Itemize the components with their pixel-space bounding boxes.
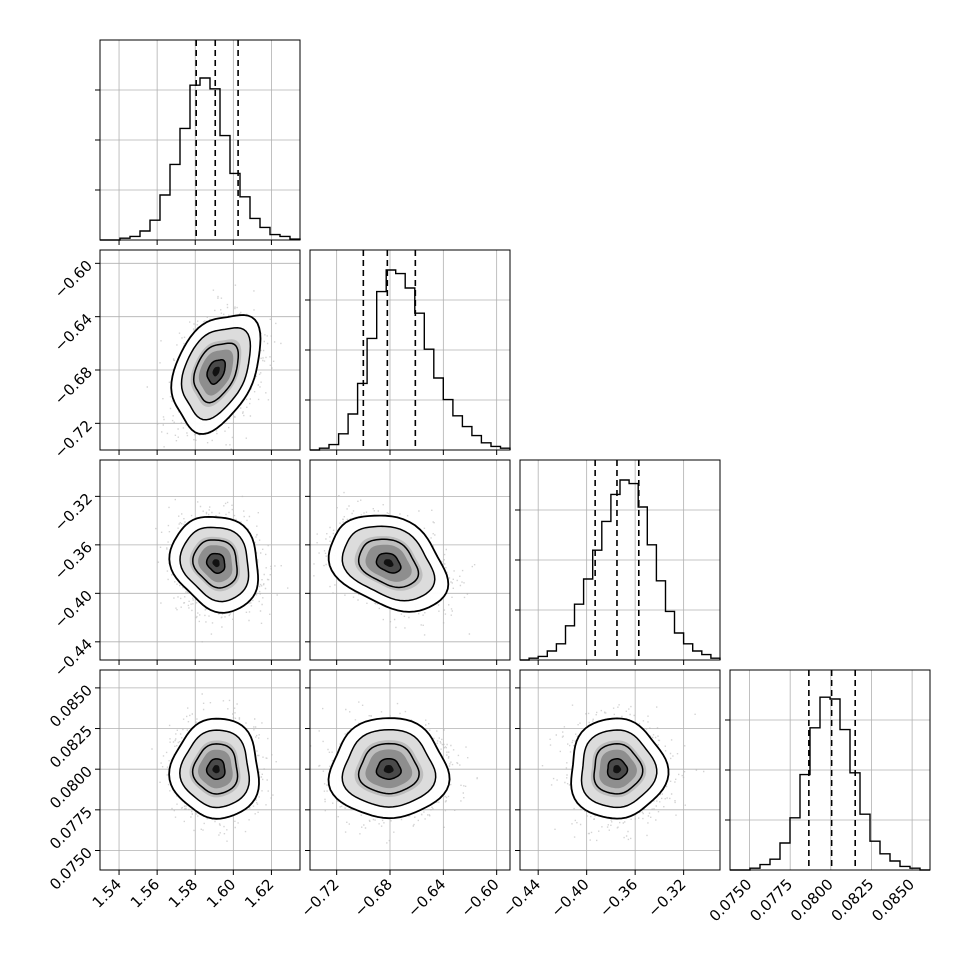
x-tick-label: −0.64 — [404, 875, 449, 920]
density-level-6 — [613, 765, 622, 774]
density-level-6 — [383, 765, 394, 774]
y-tick-label: −0.32 — [51, 490, 96, 535]
density-level-6 — [212, 366, 220, 377]
panel-content — [146, 284, 282, 450]
panel-content — [313, 491, 476, 636]
contour-1 — [168, 717, 260, 820]
scatter-panel-3-1 — [95, 459, 301, 665]
panel-content — [541, 704, 705, 842]
contour-1 — [570, 717, 670, 820]
contour-1 — [168, 515, 260, 614]
x-tick-label: 0.0825 — [828, 875, 878, 925]
y-tick-label: −0.36 — [51, 538, 96, 583]
contour-4 — [606, 758, 629, 781]
x-tick-label: 0.0750 — [706, 875, 756, 925]
diag-panel-2 — [305, 249, 511, 455]
contour-3 — [357, 742, 420, 795]
y-tick-label: 0.0750 — [46, 844, 96, 894]
x-tick-label: −0.68 — [351, 875, 396, 920]
y-tick-label: −0.44 — [51, 635, 96, 680]
contour-2 — [341, 728, 437, 808]
y-tick-label: −0.68 — [51, 363, 96, 408]
diag-panel-3 — [515, 459, 721, 665]
y-tick-label: −0.40 — [51, 587, 96, 632]
x-tick-label: 1.56 — [127, 875, 163, 911]
contour-4 — [375, 552, 402, 574]
x-tick-label: −0.72 — [297, 875, 342, 920]
x-tick-label: −0.44 — [499, 875, 544, 920]
panel-content — [151, 693, 277, 842]
histogram-1 — [100, 77, 301, 241]
contour-4 — [375, 757, 402, 780]
density-level-6 — [212, 765, 220, 774]
contour-2 — [180, 327, 252, 421]
x-tick-label: 1.54 — [89, 875, 125, 911]
x-tick-label: 0.0775 — [746, 875, 796, 925]
contour-1 — [327, 717, 451, 820]
panel-frame — [309, 459, 511, 661]
x-tick-label: −0.60 — [457, 875, 502, 920]
contour-4 — [205, 758, 226, 781]
contour-2 — [341, 525, 436, 602]
y-tick-label: −0.72 — [51, 417, 96, 462]
density-level-6 — [212, 559, 220, 568]
contour-3 — [357, 538, 420, 589]
x-tick-label: 0.0800 — [787, 875, 837, 925]
scatter-panel-3-2 — [305, 459, 511, 665]
panel-content — [310, 701, 478, 844]
x-tick-label: 1.60 — [203, 875, 239, 911]
x-axis-labels-3: −0.44 −0.40 −0.36 −0.32 — [499, 875, 690, 920]
y-tick-label: −0.64 — [51, 310, 96, 355]
x-tick-label: 0.0850 — [868, 875, 918, 925]
panel-frame — [99, 459, 301, 661]
panel-content — [155, 495, 289, 643]
density-level-6 — [383, 559, 394, 567]
histogram-4 — [730, 696, 930, 871]
scatter-panel-4-1 — [95, 669, 301, 875]
contour-1 — [170, 314, 262, 435]
histogram-2 — [310, 269, 511, 451]
y-tick-label: 0.0800 — [46, 762, 96, 812]
scatter-panel-4-2 — [305, 669, 511, 875]
contour-2 — [179, 729, 251, 809]
panel-frame — [99, 669, 301, 871]
contour-1 — [327, 514, 450, 613]
y-axis-labels-2: −0.72 −0.68 −0.64 −0.60 — [51, 257, 96, 462]
y-axis-labels-3: −0.44−0.40−0.36−0.32 — [51, 490, 96, 681]
contour-4 — [205, 552, 226, 574]
panel-frame — [99, 249, 301, 451]
x-tick-label: −0.32 — [644, 875, 689, 920]
contour-2 — [179, 526, 250, 603]
histogram-3 — [520, 479, 721, 661]
x-tick-label: 1.62 — [241, 875, 277, 911]
x-tick-label: −0.40 — [547, 875, 592, 920]
contour-4 — [206, 359, 226, 385]
scatter-panel-4-3 — [515, 669, 721, 875]
diag-panel-1 — [95, 39, 301, 245]
x-tick-label: −0.36 — [596, 875, 641, 920]
contour-3 — [593, 743, 644, 795]
contour-2 — [580, 729, 658, 809]
y-tick-label: 0.0775 — [46, 803, 96, 853]
x-axis-labels-1: 1.54 1.56 1.58 1.60 1.62 — [89, 875, 278, 911]
x-axis-labels-2: −0.72 −0.68 −0.64 −0.60 — [297, 875, 502, 920]
scatter-panel-2-1 — [95, 249, 301, 455]
y-tick-label: −0.60 — [51, 257, 96, 302]
y-tick-label: 0.0825 — [46, 722, 96, 772]
panel-frame — [519, 669, 721, 871]
x-tick-label: 1.58 — [165, 875, 201, 911]
y-tick-label: 0.0850 — [46, 681, 96, 731]
contour-3 — [191, 743, 239, 795]
panel-frame — [309, 669, 511, 871]
contour-3 — [192, 342, 240, 404]
diag-panel-4 — [725, 669, 931, 871]
contour-3 — [192, 539, 238, 589]
